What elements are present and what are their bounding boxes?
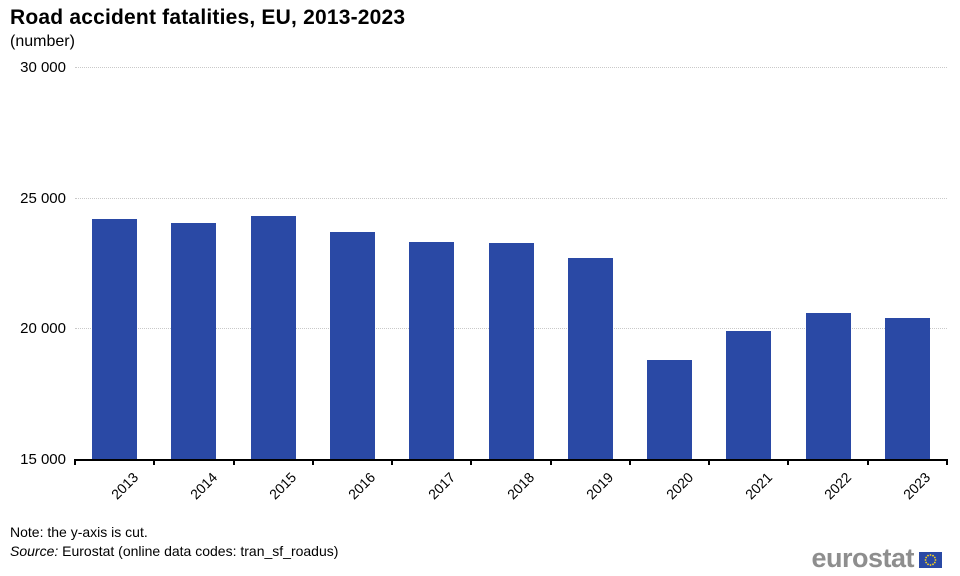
bar-2019 [567,257,613,459]
x-axis-label-2014: 2014 [186,469,221,503]
x-axis-tick [628,459,631,465]
gridline-25000 [75,197,947,199]
bar-2023 [884,317,930,459]
y-axis-tick-label: 15 000 [20,451,66,468]
y-axis-tick-label: 20 000 [20,320,66,338]
source-text: Eurostat (online data codes: tran_sf_roa… [58,543,339,559]
chart-source: Source: Eurostat (online data codes: tra… [10,543,338,559]
x-axis-tick [391,459,394,465]
bar-2016 [329,231,375,459]
chart-note: Note: the y-axis is cut. [10,524,148,540]
x-axis-label-2020: 2020 [662,469,696,503]
eurostat-logo: eurostat [811,542,942,573]
bar-2022 [805,312,851,459]
x-axis-tick [153,459,156,465]
gridline-30000 [75,67,947,68]
x-axis-label-2023: 2023 [900,469,934,503]
chart-subtitle: (number) [10,33,75,50]
source-label: Source: [10,543,59,559]
plot-area: 30 000 25 000 20 000 15 000 2013 2014 2015 2016… [20,60,948,502]
x-axis-tick [232,459,235,465]
eurostat-logo-text: eurostat [811,542,914,573]
bar-2014 [171,222,217,459]
x-axis-label-2019: 2019 [583,469,617,503]
x-axis-label-2022: 2022 [821,469,855,503]
bar-2015 [250,215,296,459]
y-axis-tick-label: 25 000 [20,189,66,207]
x-axis-tick [470,459,473,465]
x-axis-label-2017: 2017 [424,469,459,503]
x-axis-tick [946,459,948,465]
eu-flag-icon [919,552,942,568]
x-axis-label-2021: 2021 [741,469,776,503]
x-axis-label-2015: 2015 [266,469,300,503]
x-axis-label-2018: 2018 [503,469,538,503]
bar-2013 [92,218,138,459]
bar-2021 [726,330,772,459]
bar-2018 [488,243,534,459]
x-axis-tick [74,459,76,465]
x-axis-label-2013: 2013 [107,469,141,503]
y-axis-tick-label: 30 000 [20,59,66,76]
bar-2020 [647,359,693,459]
x-axis-label-2016: 2016 [345,469,379,503]
x-axis-tick [787,459,790,465]
x-axis-tick [708,459,711,465]
x-axis-tick [866,459,869,465]
x-axis-tick [549,459,552,465]
chart-title: Road accident fatalities, EU, 2013-2023 [10,6,406,29]
x-axis-tick [311,459,314,465]
bar-2017 [409,242,455,459]
